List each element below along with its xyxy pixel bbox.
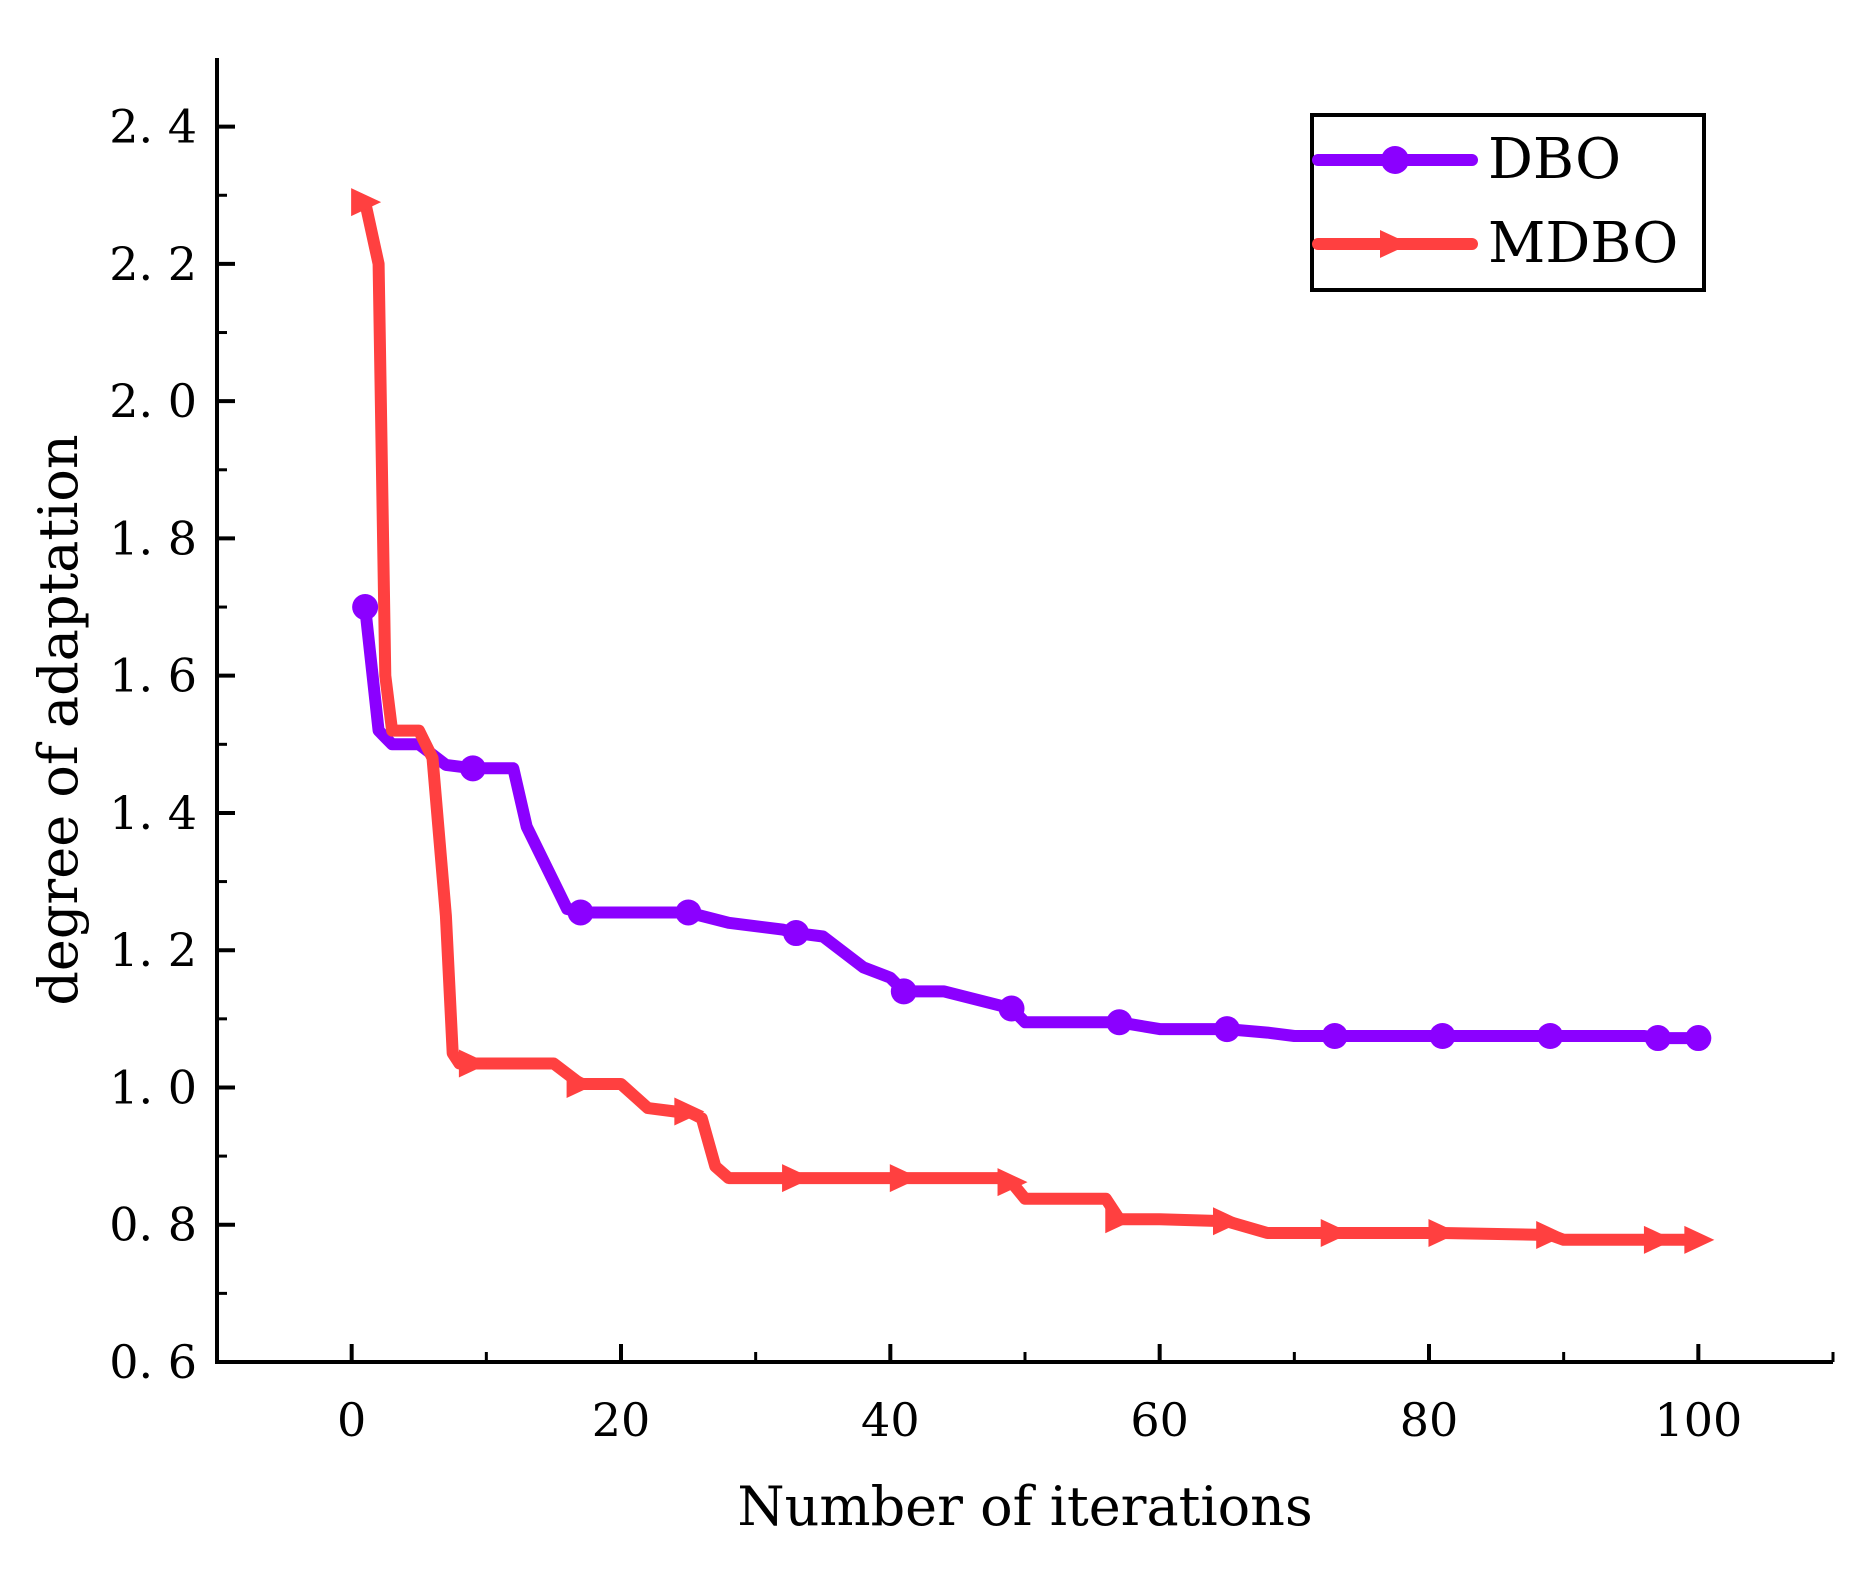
x-tick-label: 20 <box>592 1393 651 1447</box>
y-tick-label: 2. 4 <box>109 100 197 154</box>
x-tick-label: 80 <box>1400 1393 1459 1447</box>
series-line-dbo <box>359 601 1705 1045</box>
data-point-dbo <box>1106 1009 1133 1036</box>
y-tick-label: 1. 8 <box>109 511 197 565</box>
y-tick-label: 1. 6 <box>109 649 197 703</box>
legend: DBO MDBO <box>1310 113 1706 292</box>
data-point-mdbo <box>889 1164 920 1193</box>
data-point-dbo <box>459 755 486 782</box>
y-tick-label: 2. 0 <box>109 374 197 428</box>
y-tick-labels: 0. 6 0. 8 1. 0 1. 2 1. 4 1. 6 1. 8 2. 0 2. 2 2. 4 <box>109 100 197 1389</box>
x-axis-title: Number of iterations <box>737 1475 1312 1538</box>
series-markers <box>351 188 1715 1254</box>
data-point-mdbo <box>1213 1207 1243 1236</box>
data-point-mdbo <box>1320 1218 1351 1247</box>
data-point-mdbo <box>674 1097 705 1126</box>
data-point-dbo <box>567 899 594 926</box>
y-ticks <box>217 124 235 1364</box>
y-axis-title: degree of adaptation <box>27 434 90 1005</box>
data-point-mdbo <box>458 1049 489 1078</box>
x-tick-labels: 0 20 40 60 80 100 <box>337 1393 1742 1447</box>
data-point-mdbo <box>782 1164 813 1193</box>
data-point-dbo <box>890 978 917 1005</box>
data-point-dbo <box>1429 1023 1456 1049</box>
x-ticks <box>215 1344 1835 1362</box>
data-point-dbo <box>1537 1023 1564 1049</box>
series-line-mdbo <box>359 196 1705 1246</box>
data-point-mdbo <box>1536 1221 1567 1250</box>
data-point-mdbo <box>1105 1205 1136 1234</box>
x-tick-label: 0 <box>337 1393 366 1447</box>
legend-marker-dbo <box>1381 146 1409 174</box>
data-point-dbo <box>675 899 702 926</box>
data-point-dbo <box>1644 1025 1671 1052</box>
y-tick-label: 0. 6 <box>109 1335 197 1389</box>
data-point-mdbo <box>566 1070 597 1099</box>
data-point-dbo <box>1321 1023 1348 1049</box>
data-point-dbo <box>998 995 1025 1022</box>
data-point-mdbo <box>1684 1225 1715 1254</box>
x-tick-label: 100 <box>1654 1393 1742 1447</box>
data-point-dbo <box>1685 1025 1712 1052</box>
y-tick-label: 1. 0 <box>109 1060 197 1114</box>
data-point-mdbo <box>351 188 382 217</box>
y-tick-label: 1. 4 <box>109 786 197 840</box>
data-point-mdbo <box>1643 1225 1674 1254</box>
x-tick-label: 60 <box>1130 1393 1189 1447</box>
data-point-dbo <box>783 920 810 947</box>
y-tick-label: 2. 2 <box>109 237 197 291</box>
data-point-dbo <box>352 594 379 621</box>
legend-label-dbo: DBO <box>1488 127 1621 192</box>
y-tick-label: 1. 2 <box>109 923 197 977</box>
data-point-mdbo <box>997 1168 1028 1197</box>
series-lines <box>359 196 1705 1246</box>
x-tick-label: 40 <box>861 1393 920 1447</box>
y-tick-label: 0. 8 <box>109 1198 197 1252</box>
legend-marker-mdbo <box>1380 230 1410 258</box>
data-point-mdbo <box>1428 1218 1459 1247</box>
legend-box <box>1310 113 1706 292</box>
data-point-dbo <box>1214 1016 1240 1043</box>
legend-label-mdbo: MDBO <box>1488 211 1678 276</box>
